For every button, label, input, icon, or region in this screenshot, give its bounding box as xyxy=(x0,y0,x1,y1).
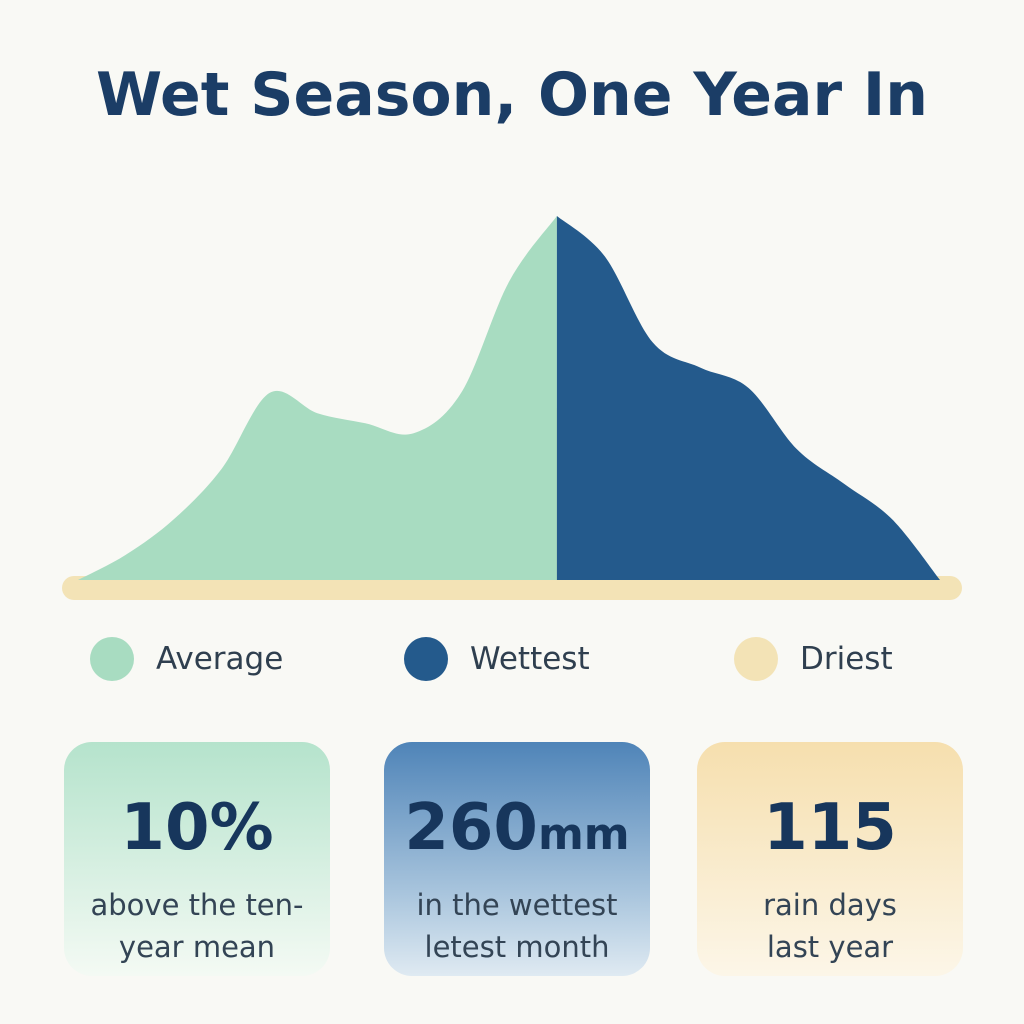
chart-baseline xyxy=(62,576,962,600)
legend-swatch-average xyxy=(90,637,134,681)
stat-description: rain days last year xyxy=(763,888,897,964)
area-chart xyxy=(62,216,962,600)
stat-value: 260mm xyxy=(404,791,630,865)
legend-label-driest: Driest xyxy=(800,641,893,677)
legend-swatch-driest xyxy=(734,637,778,681)
legend-item-wettest: Wettest xyxy=(404,636,590,682)
page-title: Wet Season, One Year In xyxy=(96,60,928,130)
stat-value: 10% xyxy=(120,791,274,865)
stat-description: above the ten- year mean xyxy=(90,888,304,964)
legend-swatch-wettest xyxy=(404,637,448,681)
legend-item-average: Average xyxy=(90,636,283,682)
stat-description: in the wettest letest month xyxy=(416,888,618,964)
series-area-average xyxy=(78,216,557,580)
legend-label-average: Average xyxy=(156,641,284,677)
stat-card-average: 10% above the ten- year mean xyxy=(64,742,330,976)
legend-label-wettest: Wettest xyxy=(470,641,590,677)
legend-item-driest: Driest xyxy=(734,636,893,682)
stat-card-wettest: 260mm in the wettest letest month xyxy=(384,742,650,976)
stat-card-driest: 115 rain days last year xyxy=(697,742,963,976)
series-area-wettest xyxy=(556,216,940,580)
stat-value: 115 xyxy=(763,791,897,865)
